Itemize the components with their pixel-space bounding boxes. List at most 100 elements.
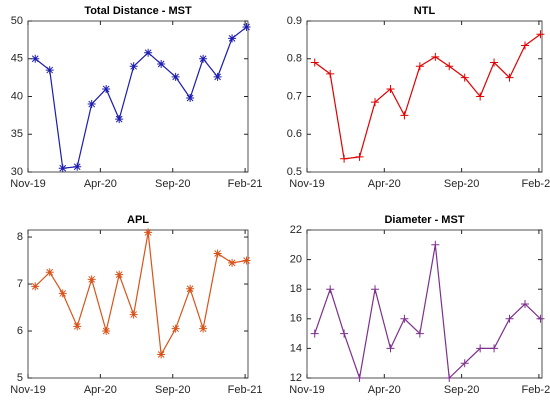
marker [415, 329, 424, 338]
chart-title: Total Distance - MST [84, 5, 192, 17]
marker [326, 69, 335, 78]
y-tick-label: 0.8 [287, 53, 302, 65]
marker [505, 73, 514, 82]
marker [58, 289, 67, 298]
x-tick-label: Nov-19 [10, 178, 45, 190]
marker [171, 324, 180, 333]
y-tick-label: 40 [11, 90, 23, 102]
marker [115, 115, 124, 124]
y-tick-label: 0.6 [287, 128, 302, 140]
marker [213, 249, 222, 258]
marker [400, 314, 409, 323]
x-tick-label: Sep-20 [444, 178, 479, 190]
chart-title: NTL [414, 5, 436, 17]
marker [445, 62, 454, 71]
marker [355, 152, 364, 161]
marker [355, 374, 364, 382]
marker [87, 275, 96, 284]
marker [45, 268, 54, 277]
y-tick-label: 45 [11, 53, 23, 65]
marker [371, 98, 380, 107]
x-tick-label: Apr-20 [368, 384, 401, 396]
y-tick-label: 16 [290, 313, 302, 325]
marker [228, 258, 237, 267]
marker [87, 100, 96, 109]
marker [505, 314, 514, 323]
x-tick-label: Nov-19 [10, 384, 45, 396]
chart: APL 5 6 7 8 Nov-19 Apr-20 Sep-20 Feb-21 [10, 214, 262, 396]
marker [31, 54, 40, 63]
marker [129, 62, 138, 71]
marker [144, 48, 153, 57]
y-tick-label: 0.9 [287, 15, 302, 27]
marker [386, 84, 395, 93]
chart: Total Distance - MST 30 35 40 45 50 Nov-19 Apr-… [10, 5, 262, 190]
marker [431, 52, 440, 61]
y-tick-label: 30 [11, 166, 23, 178]
marker [340, 329, 349, 338]
marker [73, 162, 82, 171]
marker [242, 23, 251, 32]
marker [400, 111, 409, 120]
marker [73, 322, 82, 331]
y-tick-label: 5 [17, 372, 23, 384]
marker [386, 344, 395, 353]
marker [45, 66, 54, 75]
marker [431, 240, 440, 249]
x-tick-label: Apr-20 [84, 178, 117, 190]
plot-frame [27, 229, 249, 379]
y-tick-label: 6 [17, 325, 23, 337]
marker [213, 72, 222, 81]
series-line [34, 232, 247, 357]
marker [157, 60, 166, 69]
x-tick-label: Apr-20 [84, 384, 117, 396]
series-line [34, 26, 247, 169]
marker [199, 324, 208, 333]
marker [520, 41, 529, 50]
marker [340, 154, 349, 163]
x-tick-label: Nov-19 [289, 178, 324, 190]
marker [460, 73, 469, 82]
y-tick-label: 50 [11, 15, 23, 27]
marker [129, 310, 138, 319]
y-tick-label: 8 [17, 231, 23, 243]
chart: NTL 0.5 0.6 0.7 0.8 0.9 Nov-19 Apr-20 Sep-20 Feb-… [287, 5, 550, 190]
marker [171, 72, 180, 81]
marker [520, 300, 529, 308]
marker [445, 374, 454, 382]
marker [199, 54, 208, 63]
marker [490, 58, 499, 67]
marker [326, 285, 335, 294]
marker [31, 282, 40, 291]
x-tick-label: Sep-20 [155, 178, 190, 190]
x-tick-label: Nov-19 [289, 384, 324, 396]
y-tick-label: 22 [290, 224, 302, 236]
y-tick-label: 0.5 [287, 166, 302, 178]
marker [157, 350, 166, 359]
x-tick-label: Feb-21 [228, 384, 263, 396]
marker [102, 327, 111, 336]
x-tick-label: Feb-21 [521, 384, 550, 396]
plot-frame [306, 229, 543, 379]
marker [371, 285, 380, 294]
series-line [314, 33, 541, 160]
y-tick-label: 20 [290, 254, 302, 266]
marker [186, 94, 195, 103]
marker [536, 30, 545, 39]
series-line [314, 244, 541, 381]
plot-frame [306, 20, 543, 173]
marker [115, 270, 124, 279]
marker [490, 344, 499, 353]
x-tick-label: Sep-20 [155, 384, 190, 396]
y-tick-label: 7 [17, 278, 23, 290]
marker [58, 164, 67, 173]
marker [102, 84, 111, 93]
y-tick-label: 0.7 [287, 90, 302, 102]
y-tick-label: 18 [290, 283, 302, 295]
marker [476, 344, 485, 353]
marker [186, 284, 195, 293]
x-tick-label: Feb-21 [228, 178, 263, 190]
marker [460, 359, 469, 368]
marker [144, 228, 153, 237]
marker [310, 329, 319, 338]
